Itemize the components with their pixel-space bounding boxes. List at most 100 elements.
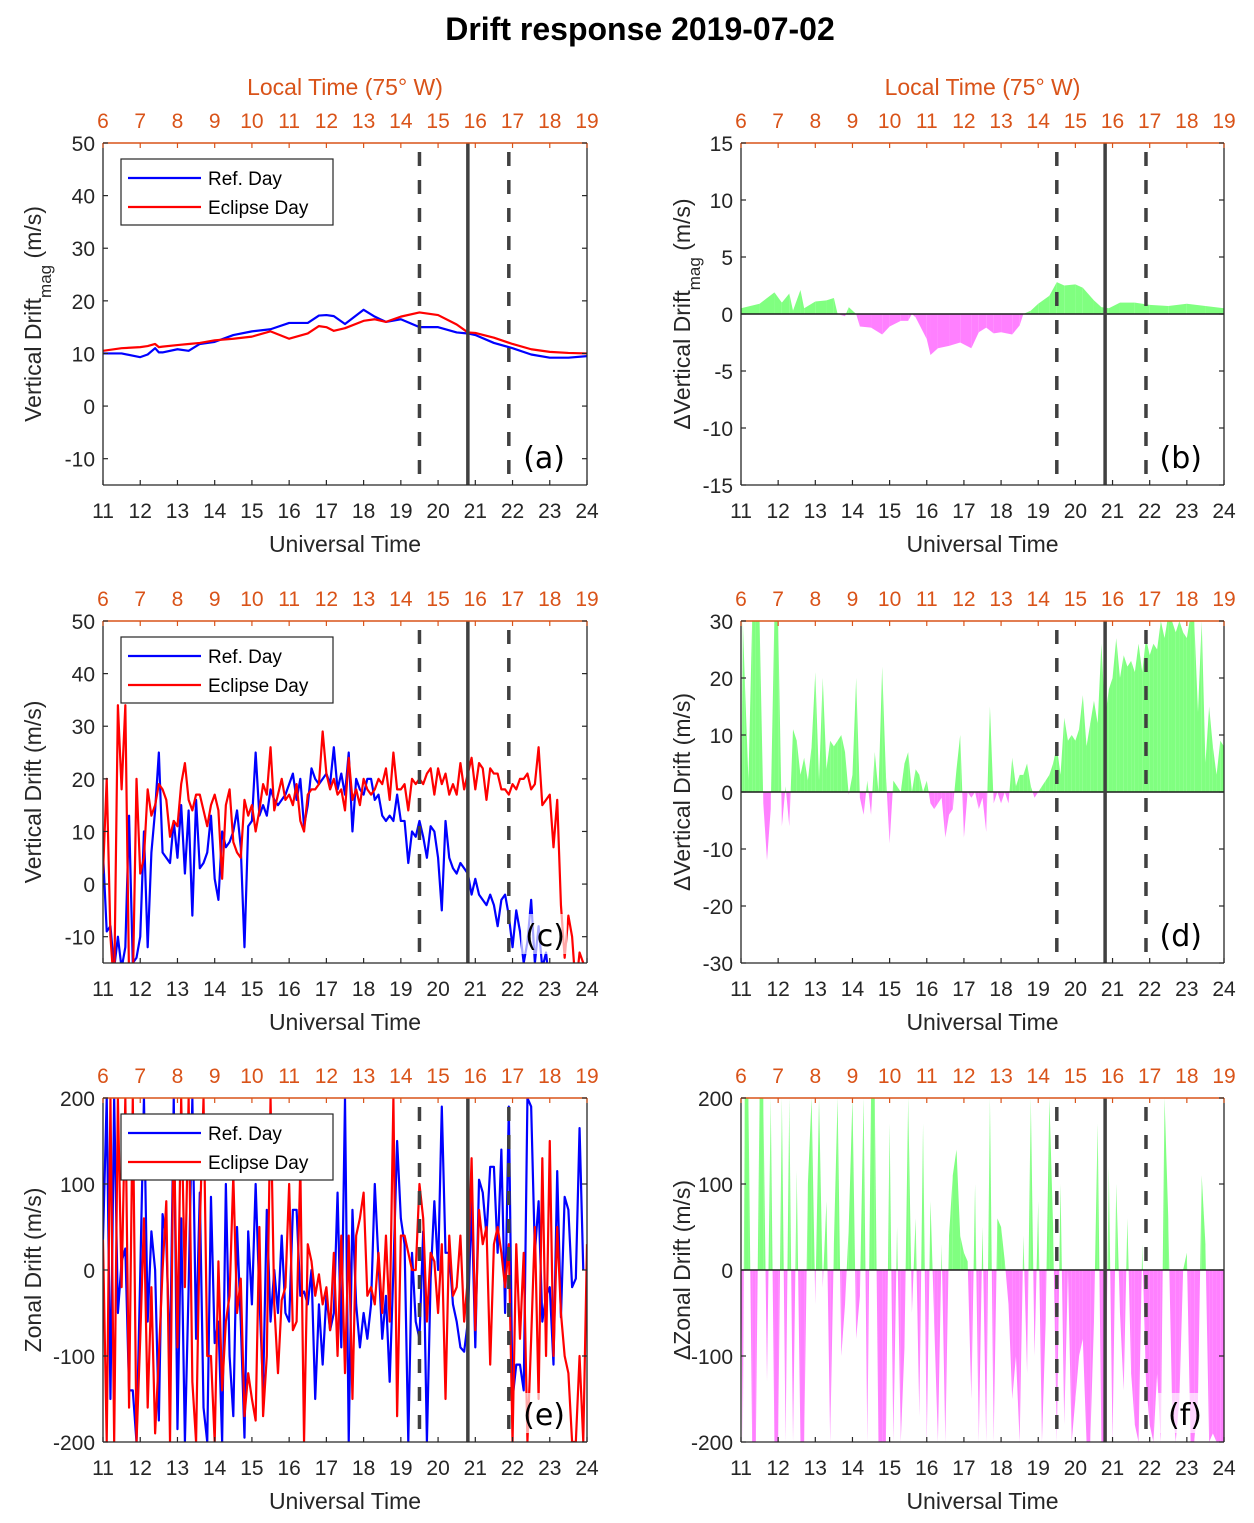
y-tick-label: 100: [698, 1174, 733, 1197]
local-time-tick-label: 12: [315, 110, 338, 133]
area-positive: [823, 1201, 827, 1270]
area-positive: [923, 780, 927, 792]
area-negative: [986, 1270, 989, 1442]
area-negative: [1128, 1270, 1132, 1374]
local-time-tick-label: 15: [1064, 1065, 1087, 1088]
area-negative: [1019, 314, 1024, 326]
panel-label-background: [1158, 1393, 1204, 1433]
local-time-tick-label: 16: [1101, 110, 1124, 133]
area-positive: [1094, 1123, 1098, 1270]
local-time-tick-label: 6: [97, 1065, 109, 1088]
area-negative: [885, 1270, 888, 1442]
area-positive: [807, 1098, 812, 1270]
area-positive: [1126, 1218, 1128, 1270]
area-negative: [781, 792, 786, 827]
y-tick-label: 5: [721, 247, 733, 270]
local-time-tick-label: 13: [352, 1065, 375, 1088]
area-negative: [924, 1270, 927, 1442]
area-negative: [1039, 1270, 1042, 1442]
y-tick-label: 30: [72, 716, 95, 739]
area-positive: [1157, 621, 1161, 792]
x-tick-label: 12: [129, 1457, 152, 1480]
area-positive: [896, 1227, 898, 1270]
local-time-tick-label: 9: [209, 110, 221, 133]
area-negative: [798, 1270, 801, 1442]
figure-title: Drift response 2019-07-02: [445, 11, 835, 47]
panel-c: 11 12 13 14 15 16 17 18 19 20 21 22 23 24 6 7 8 9 10 11 12 13…: [20, 588, 599, 1035]
y-tick-label: -100: [691, 1346, 733, 1369]
x-tick-label: 11: [730, 1457, 752, 1480]
area-positive: [1036, 1201, 1039, 1270]
area-positive: [923, 1123, 925, 1270]
y-tick-label: 200: [60, 1088, 95, 1111]
area-negative: [945, 1270, 949, 1442]
local-time-tick-label: 13: [989, 1065, 1012, 1088]
local-time-tick-label: 18: [538, 588, 561, 611]
local-time-tick-label: 9: [847, 1065, 859, 1088]
panel-a: 11 12 13 14 15 16 17 18 19 20 21 22 23 24 6 7 8 9 10 11 12 13…: [20, 74, 599, 557]
legend: Ref. Day Eclipse Day: [120, 636, 334, 704]
area-negative: [1045, 1270, 1047, 1322]
area-positive: [793, 729, 797, 792]
x-tick-label: 19: [389, 500, 412, 523]
local-time-tick-label: 11: [916, 1065, 938, 1088]
area-positive: [781, 1098, 784, 1270]
area-positive: [1160, 621, 1165, 792]
area-negative: [886, 792, 890, 844]
x-tick-label: 15: [240, 978, 263, 1001]
area-negative: [863, 792, 867, 815]
area-positive: [1194, 621, 1198, 792]
area-positive: [1027, 763, 1031, 792]
area-positive: [845, 307, 849, 314]
x-tick-label: 21: [1101, 978, 1124, 1001]
x-tick-label: 14: [203, 978, 227, 1001]
y-tick-label: 10: [710, 190, 733, 213]
local-time-tick-label: 18: [538, 1065, 561, 1088]
area-positive: [1060, 717, 1065, 792]
area-positive: [1093, 700, 1098, 792]
area-positive: [860, 1098, 864, 1270]
area-positive: [848, 307, 857, 314]
local-time-tick-label: 17: [501, 110, 524, 133]
area-negative: [1015, 1270, 1020, 1442]
x-tick-label: 11: [730, 978, 752, 1001]
area-negative: [765, 1270, 768, 1382]
area-negative: [911, 1270, 912, 1313]
local-time-tick-label: 9: [209, 588, 221, 611]
local-time-tick-label: 10: [878, 1065, 901, 1088]
y-axis-title-unit: (m/s): [20, 206, 46, 265]
area-negative: [971, 1270, 974, 1399]
area-positive: [989, 1098, 992, 1270]
area-positive: [833, 298, 838, 314]
area-positive: [1149, 304, 1169, 314]
legend-box: [120, 1113, 334, 1181]
x-tick-label: 18: [352, 1457, 375, 1480]
area-positive: [1212, 746, 1217, 792]
area-positive: [915, 1218, 917, 1270]
local-time-tick-label: 7: [134, 588, 146, 611]
local-time-tick-label: 6: [735, 1065, 747, 1088]
series-line-ref-day: [103, 1098, 585, 1442]
x-tick-label: 17: [315, 978, 338, 1001]
area-negative: [763, 792, 768, 861]
area-positive: [1108, 1166, 1111, 1270]
area-positive: [1030, 786, 1033, 792]
area-negative: [785, 1270, 788, 1442]
area-negative: [960, 314, 972, 349]
panel-label: (a): [523, 441, 565, 476]
x-axis-title: Universal Time: [269, 531, 421, 557]
area-positive: [1205, 306, 1224, 314]
area-negative: [1019, 1270, 1023, 1442]
area-positive: [1049, 282, 1057, 314]
y-tick-label: -10: [65, 927, 95, 950]
area-positive: [1183, 1252, 1187, 1270]
y-axis-title-main: ΔVertical Drift (m/s): [669, 693, 695, 891]
area-positive: [1123, 655, 1128, 792]
legend-label: Ref. Day: [208, 169, 282, 190]
area-negative: [1033, 1270, 1035, 1356]
local-time-axis-title: Local Time (75° W): [885, 74, 1081, 100]
area-negative: [1169, 1270, 1172, 1399]
area-negative: [949, 792, 953, 815]
local-time-tick-label: 10: [240, 588, 263, 611]
x-tick-label: 22: [501, 1457, 524, 1480]
